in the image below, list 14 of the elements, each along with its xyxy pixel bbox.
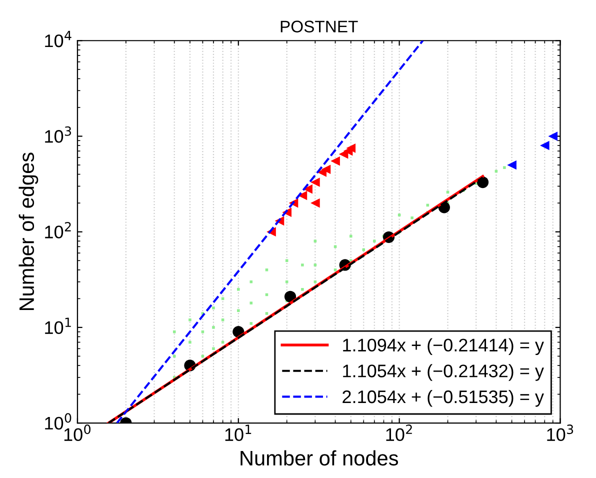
legend-label: 1.1094x + (−0.21414) = y: [343, 338, 544, 356]
y-tick-label: 10$^{2}$: [45, 222, 71, 238]
y-tick-label: 10$^{1}$: [45, 318, 71, 334]
y-tick-label: 10$^{3}$: [45, 126, 72, 143]
legend-label: 2.1054x + (−0.51535) = y: [342, 390, 544, 407]
y-axis-title: Number of edges: [18, 152, 38, 310]
x-tick-label: 10$^{1}$: [225, 424, 252, 442]
x-tick-label: 10$^{0}$: [64, 424, 90, 442]
x-axis-title: Number of nodes: [240, 450, 398, 466]
x-tick-label: 10$^{2}$: [386, 424, 412, 442]
x-tick-label: 10$^{3}$: [547, 424, 574, 442]
legend-label: 1.1054x + (−0.21432) = y: [343, 364, 544, 381]
chart-title: POSTNET: [280, 20, 358, 32]
y-tick-label: 10$^{4}$: [45, 30, 72, 48]
